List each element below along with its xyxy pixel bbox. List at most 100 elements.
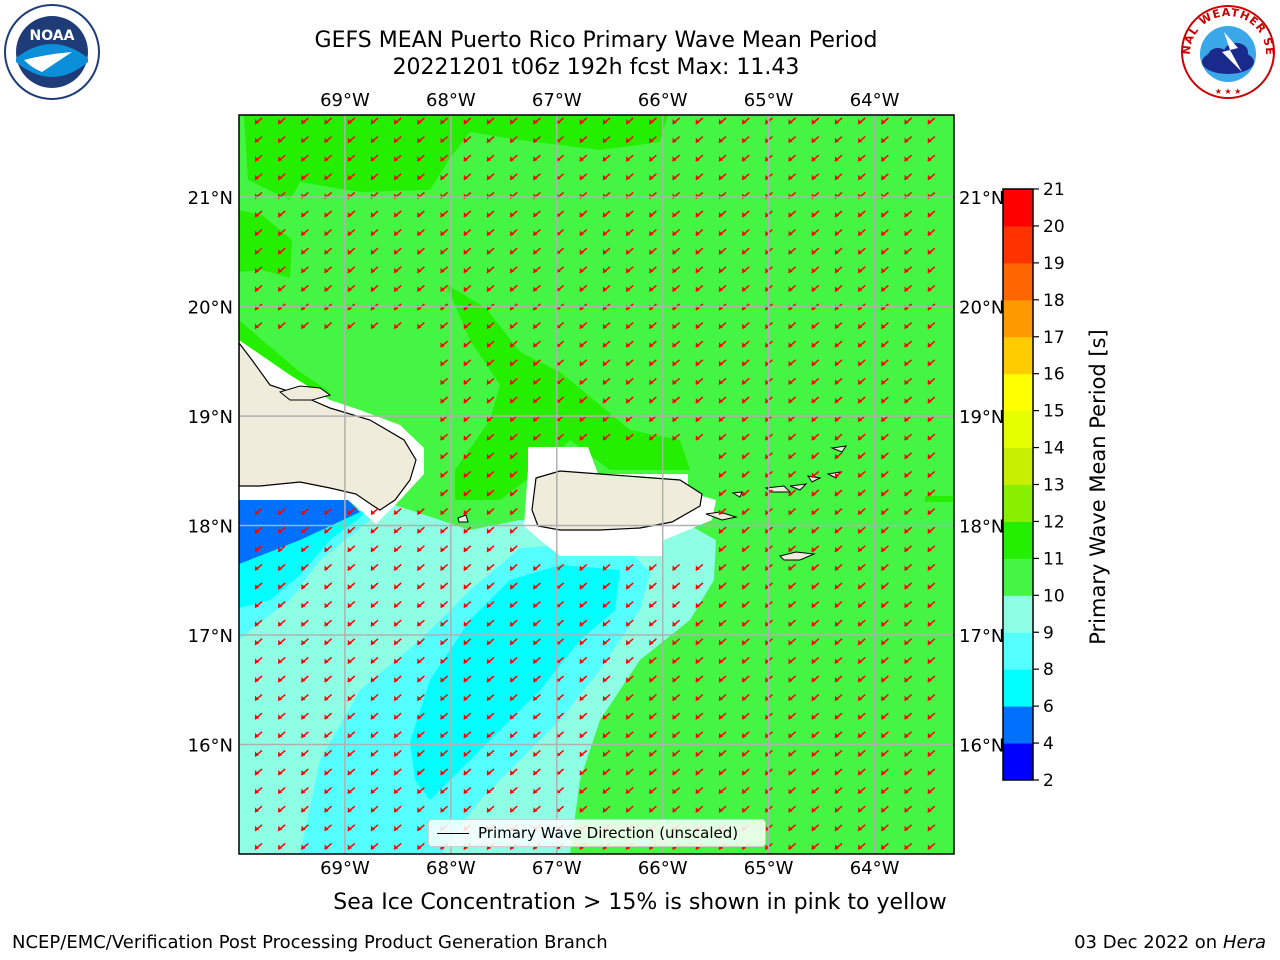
wave-direction-arrow-icon: [300, 563, 309, 571]
wave-direction-arrow-icon: [788, 824, 797, 832]
period-field-6-8-center: [410, 565, 620, 800]
wave-direction-arrow-icon: [648, 731, 657, 739]
wave-direction-arrow-icon: [695, 619, 704, 627]
wave-direction-arrow-icon: [625, 266, 634, 274]
wave-direction-arrow-icon: [741, 601, 750, 609]
wave-direction-arrow-icon: [927, 712, 936, 720]
wave-direction-arrow-icon: [370, 154, 379, 162]
wave-direction-arrow-icon: [625, 340, 634, 348]
wave-direction-arrow-icon: [254, 210, 263, 218]
wave-direction-arrow-icon: [532, 582, 541, 590]
wave-direction-arrow-icon: [927, 340, 936, 348]
wave-direction-arrow-icon: [532, 396, 541, 404]
wave-direction-arrow-icon: [556, 563, 565, 571]
wave-direction-arrow-icon: [486, 601, 495, 609]
wave-direction-arrow-icon: [648, 749, 657, 757]
wave-direction-arrow-icon: [347, 545, 356, 553]
wave-direction-arrow-icon: [834, 210, 843, 218]
wave-direction-arrow-icon: [440, 210, 449, 218]
colorbar-tick-label: 15: [1043, 402, 1065, 422]
wave-direction-arrow-icon: [440, 489, 449, 497]
wave-direction-arrow-icon: [602, 117, 611, 125]
wave-direction-arrow-icon: [509, 489, 518, 497]
wave-direction-arrow-icon: [532, 749, 541, 757]
wave-direction-arrow-icon: [857, 229, 866, 237]
wave-direction-arrow-icon: [486, 284, 495, 292]
wave-direction-arrow-icon: [927, 359, 936, 367]
wave-direction-arrow-icon: [486, 508, 495, 516]
wave-direction-arrow-icon: [347, 638, 356, 646]
wave-direction-arrow-icon: [695, 284, 704, 292]
wave-direction-arrow-icon: [556, 712, 565, 720]
wave-direction-arrow-icon: [277, 266, 286, 274]
wave-direction-arrow-icon: [300, 712, 309, 720]
wave-direction-arrow-icon: [254, 842, 263, 850]
wave-direction-arrow-icon: [811, 601, 820, 609]
wave-direction-arrow-icon: [579, 136, 588, 144]
wave-direction-arrow-icon: [741, 377, 750, 385]
wave-direction-arrow-icon: [509, 247, 518, 255]
wave-direction-arrow-icon: [927, 563, 936, 571]
wave-direction-arrow-icon: [370, 824, 379, 832]
wave-direction-arrow-icon: [509, 377, 518, 385]
wave-direction-arrow-icon: [370, 731, 379, 739]
colorbar-tick-label: 10: [1043, 586, 1065, 606]
wave-direction-arrow-icon: [463, 340, 472, 348]
wave-direction-arrow-icon: [416, 508, 425, 516]
wave-direction-arrow-icon: [741, 526, 750, 534]
wave-direction-arrow-icon: [509, 601, 518, 609]
wave-direction-arrow-icon: [393, 545, 402, 553]
wave-direction-arrow-icon: [811, 712, 820, 720]
wave-direction-arrow-icon: [509, 563, 518, 571]
colorbar-segment: [1003, 595, 1033, 633]
lon-label-top: 68°W: [426, 90, 476, 111]
wave-direction-arrow-icon: [324, 322, 333, 330]
wave-direction-arrow-icon: [904, 359, 913, 367]
wave-direction-arrow-icon: [370, 768, 379, 776]
wave-direction-arrow-icon: [347, 619, 356, 627]
wave-direction-arrow-icon: [416, 266, 425, 274]
wave-direction-arrow-icon: [254, 824, 263, 832]
wave-direction-arrow-icon: [324, 842, 333, 850]
wave-direction-arrow-icon: [486, 470, 495, 478]
wave-direction-arrow-icon: [370, 787, 379, 795]
wave-direction-arrow-icon: [811, 563, 820, 571]
wave-direction-arrow-icon: [416, 656, 425, 664]
colorbar-tick-label: 6: [1043, 697, 1054, 717]
lon-label-top: 64°W: [850, 90, 900, 111]
wave-direction-arrow-icon: [811, 619, 820, 627]
wave-direction-arrow-icon: [556, 731, 565, 739]
lon-label-top: 67°W: [532, 90, 582, 111]
wave-direction-arrow-icon: [648, 656, 657, 664]
wave-direction-arrow-icon: [509, 619, 518, 627]
wave-direction-arrow-icon: [300, 768, 309, 776]
wave-direction-arrow-icon: [927, 433, 936, 441]
map-legend: Primary Wave Direction (unscaled): [428, 819, 766, 847]
wave-direction-arrow-icon: [579, 787, 588, 795]
wave-direction-arrow-icon: [695, 229, 704, 237]
puerto-rico-land: [531, 470, 703, 531]
wave-direction-arrow-icon: [324, 210, 333, 218]
wave-direction-arrow-icon: [857, 377, 866, 385]
wave-direction-arrow-icon: [648, 396, 657, 404]
wave-direction-arrow-icon: [440, 731, 449, 739]
wave-direction-arrow-icon: [880, 229, 889, 237]
wave-direction-arrow-icon: [324, 619, 333, 627]
wave-direction-arrow-icon: [300, 508, 309, 516]
colorbar-tick-label: 12: [1043, 512, 1065, 532]
wave-direction-arrow-icon: [788, 359, 797, 367]
wave-direction-arrow-icon: [440, 359, 449, 367]
lat-label-right: 17°N: [959, 626, 1004, 647]
wave-direction-arrow-icon: [532, 638, 541, 646]
wave-direction-arrow-icon: [695, 340, 704, 348]
wave-direction-arrow-icon: [509, 229, 518, 237]
wave-direction-arrow-icon: [625, 638, 634, 646]
wave-direction-arrow-icon: [625, 322, 634, 330]
wave-direction-arrow-icon: [579, 210, 588, 218]
wave-direction-arrow-icon: [556, 787, 565, 795]
lat-label-left: 20°N: [188, 298, 233, 319]
period-field-4-6: [239, 500, 360, 564]
period-field-11-12-west: [239, 210, 292, 278]
wave-direction-arrow-icon: [440, 582, 449, 590]
